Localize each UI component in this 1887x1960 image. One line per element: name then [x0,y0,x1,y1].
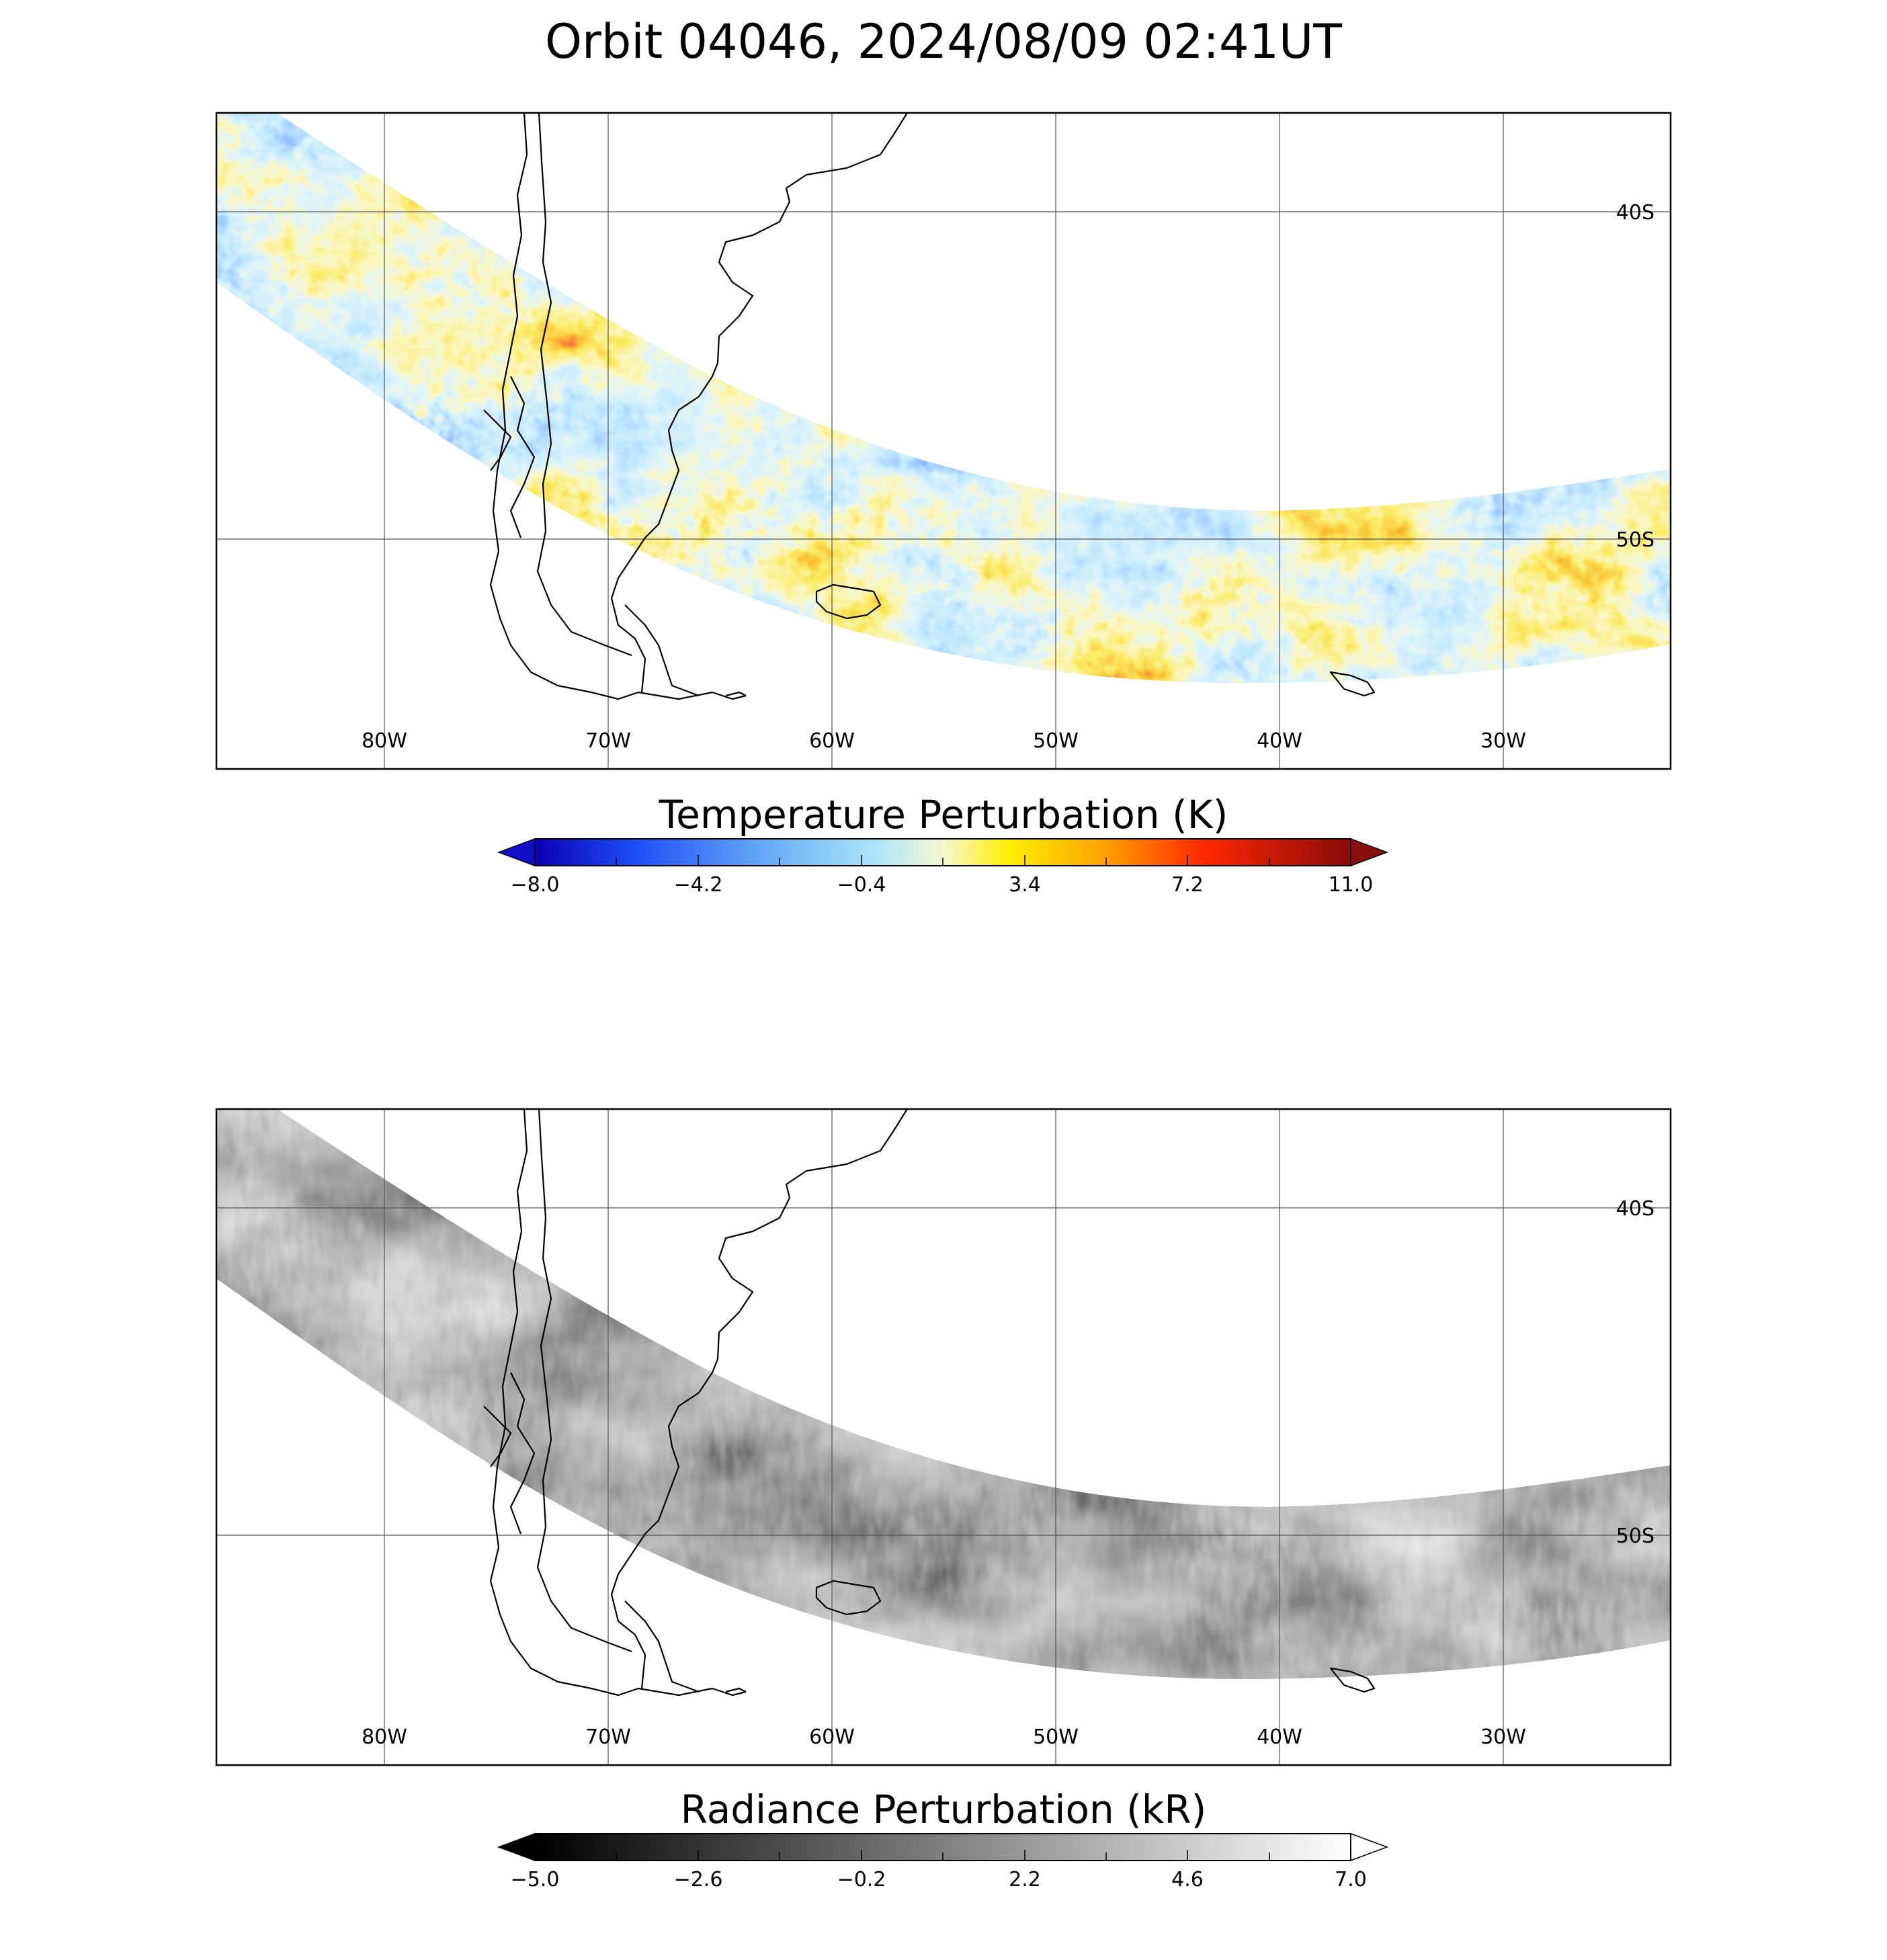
temperature-map-panel: 80W 70W 60W 50W 40W 30W 40S 50S [215,112,1672,770]
radiance-lon-tick: 30W [1480,1725,1526,1749]
radiance-lon-tick: 50W [1033,1725,1079,1749]
temperature-colorbar-title: Temperature Perturbation (K) [659,792,1228,838]
radiance-colorbar-tick: 4.6 [1171,1868,1204,1891]
radiance-colorbar-title: Radiance Perturbation (kR) [681,1787,1207,1832]
radiance-colorbar-tick: 2.2 [1009,1868,1041,1891]
radiance-lat-tick: 50S [1616,1524,1654,1548]
temperature-map-frame [215,112,1672,770]
radiance-graticule [216,1109,1671,1765]
temperature-colorbar: Temperature Perturbation (K) −8.0 −4.2 −… [497,792,1389,897]
temperature-colorbar-tick: −8.0 [511,873,560,897]
temperature-coastline [483,113,1376,700]
temperature-graticule [216,113,1671,769]
temperature-colorbar-low-arrow [497,838,536,867]
temperature-colorbar-tick: 11.0 [1329,873,1374,897]
temperature-colorbar-tick: 7.2 [1171,873,1204,897]
radiance-map-frame [215,1108,1672,1766]
radiance-colorbar-low-arrow [497,1832,536,1862]
temperature-lon-tick: 60W [809,729,855,753]
temperature-lat-tick: 40S [1616,201,1654,224]
radiance-colorbar-tick: −0.2 [837,1868,886,1891]
temperature-lon-tick: 80W [362,729,407,753]
radiance-coastline [483,1109,1376,1697]
temperature-colorbar-tick: −0.4 [837,873,886,897]
radiance-colorbar-tick: −5.0 [511,1868,560,1891]
temperature-colorbar-high-arrow [1350,838,1389,867]
radiance-lon-tick: 40W [1257,1725,1302,1749]
radiance-lon-tick: 60W [809,1725,855,1749]
temperature-lon-tick: 70W [585,729,631,753]
radiance-lon-tick: 80W [362,1725,407,1749]
radiance-map-panel: 80W 70W 60W 50W 40W 30W 40S 50S [215,1108,1672,1766]
radiance-colorbar-high-arrow [1350,1832,1389,1862]
temperature-lon-tick: 50W [1033,729,1079,753]
temperature-lon-tick: 30W [1480,729,1526,753]
figure-title: Orbit 04046, 2024/08/09 02:41UT [545,14,1342,69]
radiance-colorbar-tick: 7.0 [1335,1868,1367,1891]
radiance-lon-tick: 70W [585,1725,631,1749]
temperature-lat-tick: 50S [1616,528,1654,552]
radiance-colorbar-tick: −2.6 [674,1868,723,1891]
radiance-lat-tick: 40S [1616,1197,1654,1221]
temperature-colorbar-tick: 3.4 [1009,873,1041,897]
radiance-colorbar: Radiance Perturbation (kR) −5.0 −2.6 −0.… [497,1787,1389,1891]
temperature-colorbar-tick: −4.2 [674,873,723,897]
temperature-lon-tick: 40W [1257,729,1302,753]
